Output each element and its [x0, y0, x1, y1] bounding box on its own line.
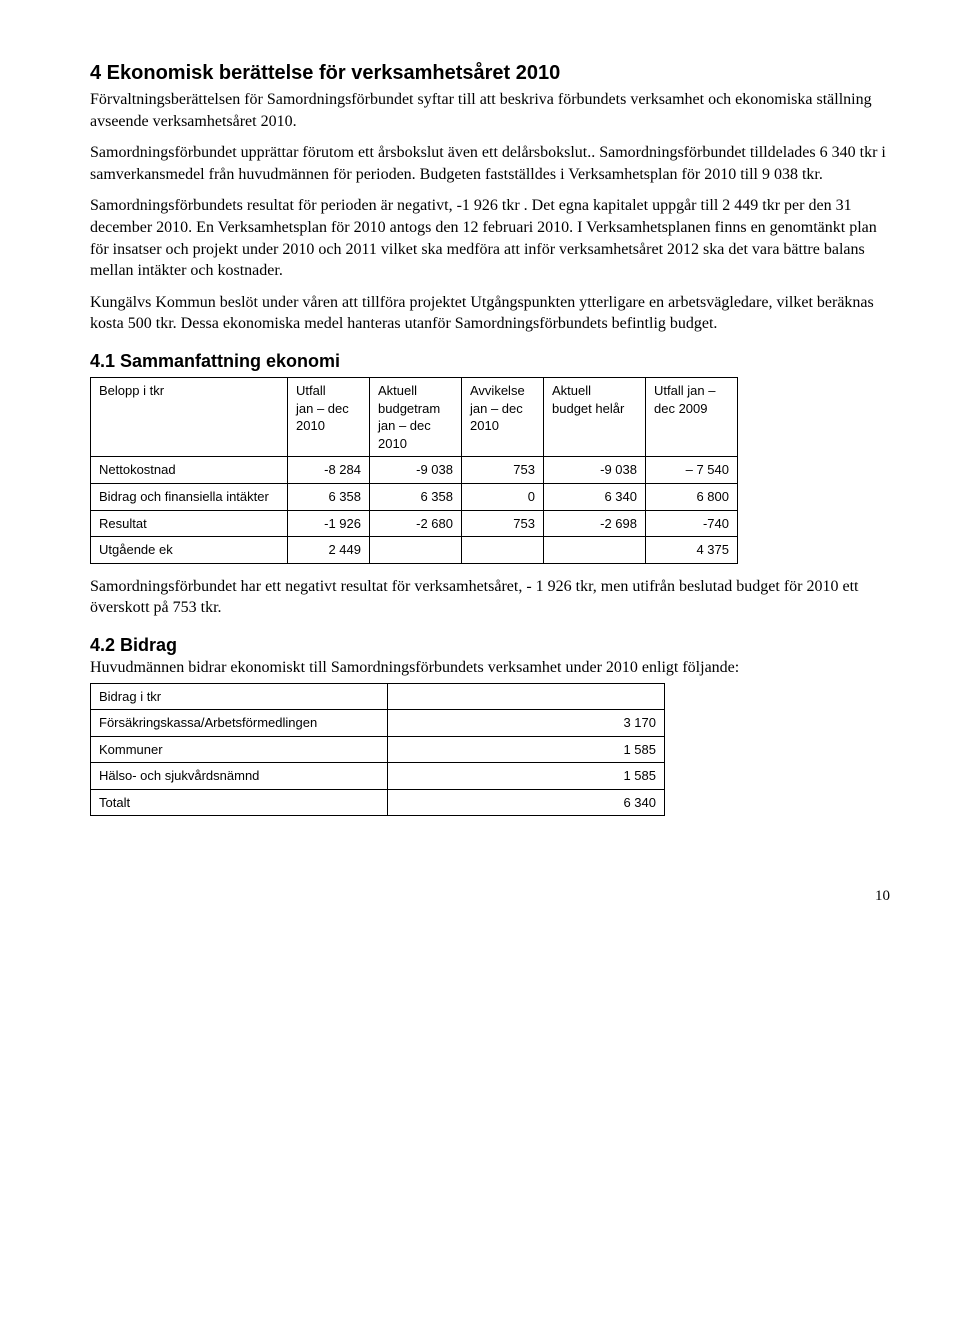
- cell-label: Försäkringskassa/Arbetsförmedlingen: [91, 710, 388, 737]
- table-row: Försäkringskassa/Arbetsförmedlingen 3 17…: [91, 710, 665, 737]
- cell-value: 2 449: [288, 537, 370, 564]
- cell-value: -740: [646, 510, 738, 537]
- cell-value: -2 680: [370, 510, 462, 537]
- table-bidrag: Bidrag i tkr Försäkringskassa/Arbetsförm…: [90, 683, 665, 817]
- cell-label: Bidrag och finansiella intäkter: [91, 483, 288, 510]
- col-header: jan – dec: [470, 400, 535, 418]
- cell-value: 6 358: [370, 483, 462, 510]
- cell-value: [370, 537, 462, 564]
- col-header: Utfall: [296, 382, 361, 400]
- cell-value: 6 358: [288, 483, 370, 510]
- cell-label: Resultat: [91, 510, 288, 537]
- cell-value: [462, 537, 544, 564]
- cell-value: – 7 540: [646, 457, 738, 484]
- cell-value: 6 340: [388, 789, 665, 816]
- paragraph-6: Huvudmännen bidrar ekonomiskt till Samor…: [90, 657, 890, 679]
- col-header: Aktuell: [552, 382, 637, 400]
- col-header: jan – dec: [296, 400, 361, 418]
- table-row: Hälso- och sjukvårdsnämnd 1 585: [91, 763, 665, 790]
- cell-value: 753: [462, 510, 544, 537]
- col-header: Utfall jan –: [654, 382, 729, 400]
- col-header: 2010: [470, 417, 535, 435]
- paragraph-2: Samordningsförbundet upprättar förutom e…: [90, 142, 890, 185]
- table-header-row: Belopp i tkr Utfall jan – dec 2010 Aktue…: [91, 378, 738, 457]
- col-header: Aktuell: [378, 382, 453, 400]
- col-header-empty: [388, 683, 665, 710]
- cell-value: -1 926: [288, 510, 370, 537]
- cell-label: Totalt: [91, 789, 388, 816]
- heading-4-2: 4.2 Bidrag: [90, 633, 890, 657]
- col-header: budget helår: [552, 400, 637, 418]
- cell-value: -9 038: [370, 457, 462, 484]
- cell-value: -2 698: [544, 510, 646, 537]
- col-header: dec 2009: [654, 400, 729, 418]
- col-header: Bidrag i tkr: [91, 683, 388, 710]
- col-header: 2010: [296, 417, 361, 435]
- table-row: Nettokostnad -8 284 -9 038 753 -9 038 – …: [91, 457, 738, 484]
- cell-value: -8 284: [288, 457, 370, 484]
- paragraph-5: Samordningsförbundet har ett negativt re…: [90, 576, 890, 619]
- table-row: Resultat -1 926 -2 680 753 -2 698 -740: [91, 510, 738, 537]
- table-row: Utgående ek 2 449 4 375: [91, 537, 738, 564]
- cell-value: [544, 537, 646, 564]
- heading-4-1: 4.1 Sammanfattning ekonomi: [90, 349, 890, 373]
- col-header: Belopp i tkr: [99, 382, 279, 400]
- cell-label: Nettokostnad: [91, 457, 288, 484]
- table-row: Totalt 6 340: [91, 789, 665, 816]
- page-number: 10: [90, 886, 890, 906]
- cell-label: Kommuner: [91, 736, 388, 763]
- heading-main: 4 Ekonomisk berättelse för verksamhetsår…: [90, 60, 890, 87]
- table-summary-economy: Belopp i tkr Utfall jan – dec 2010 Aktue…: [90, 377, 738, 563]
- cell-label: Hälso- och sjukvårdsnämnd: [91, 763, 388, 790]
- cell-label: Utgående ek: [91, 537, 288, 564]
- paragraph-intro: Förvaltningsberättelsen för Samordningsf…: [90, 89, 890, 132]
- cell-value: 0: [462, 483, 544, 510]
- col-header: Avvikelse: [470, 382, 535, 400]
- cell-value: 753: [462, 457, 544, 484]
- cell-value: 6 340: [544, 483, 646, 510]
- table-row: Kommuner 1 585: [91, 736, 665, 763]
- paragraph-3: Samordningsförbundets resultat för perio…: [90, 195, 890, 281]
- cell-value: 6 800: [646, 483, 738, 510]
- col-header: budgetram: [378, 400, 453, 418]
- cell-value: 1 585: [388, 736, 665, 763]
- cell-value: 4 375: [646, 537, 738, 564]
- cell-value: 1 585: [388, 763, 665, 790]
- col-header: 2010: [378, 435, 453, 453]
- table-row: Bidrag och finansiella intäkter 6 358 6 …: [91, 483, 738, 510]
- col-header: jan – dec: [378, 417, 453, 435]
- cell-value: -9 038: [544, 457, 646, 484]
- paragraph-4: Kungälvs Kommun beslöt under våren att t…: [90, 292, 890, 335]
- cell-value: 3 170: [388, 710, 665, 737]
- table-header-row: Bidrag i tkr: [91, 683, 665, 710]
